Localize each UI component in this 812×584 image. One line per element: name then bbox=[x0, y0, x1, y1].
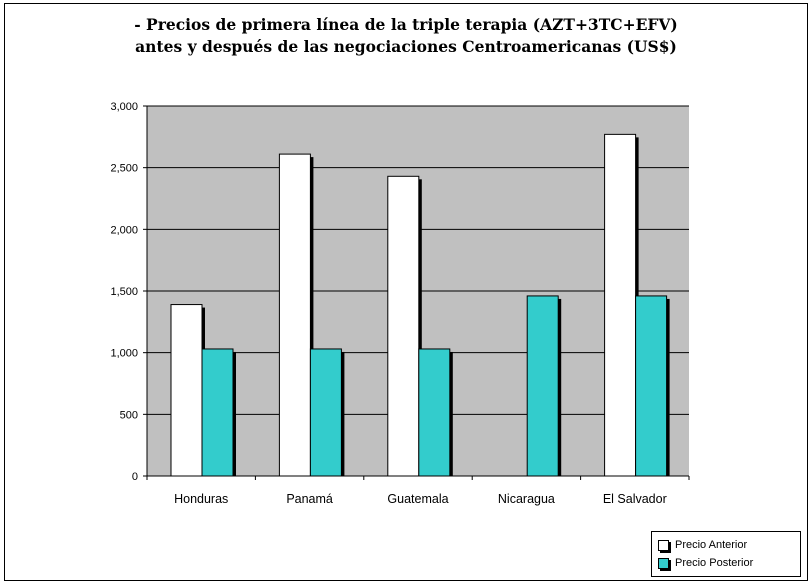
legend-item-precio-anterior: Precio Anterior bbox=[658, 538, 747, 552]
x-tick-label: El Salvador bbox=[603, 492, 667, 506]
y-tick-label: 1,000 bbox=[110, 348, 138, 360]
bar-precio-anterior bbox=[278, 153, 311, 477]
chart-title-line-1: - Precios de primera línea de la triple … bbox=[134, 15, 678, 34]
y-tick-label: 1,500 bbox=[110, 286, 138, 298]
y-tick-label: 2,000 bbox=[110, 224, 138, 236]
y-tick-label: 2,500 bbox=[110, 163, 138, 175]
legend-label-precio-posterior: Precio Posterior bbox=[675, 557, 754, 569]
legend: Precio Anterior Precio Posterior bbox=[651, 531, 801, 577]
legend-swatch-precio-anterior bbox=[658, 539, 669, 551]
bar-precio-anterior bbox=[604, 133, 637, 477]
bar-precio-anterior bbox=[170, 304, 203, 477]
chart-title: - Precios de primera línea de la triple … bbox=[0, 14, 812, 58]
bar-precio-anterior bbox=[387, 175, 420, 477]
x-tick-label: Nicaragua bbox=[498, 492, 555, 506]
legend-item-precio-posterior: Precio Posterior bbox=[658, 556, 753, 570]
y-tick-label: 3,000 bbox=[110, 101, 138, 113]
bar-precio-posterior bbox=[201, 348, 234, 477]
bar-precio-posterior bbox=[418, 348, 451, 477]
legend-label-precio-anterior: Precio Anterior bbox=[675, 539, 748, 551]
y-tick-label: 500 bbox=[120, 409, 138, 421]
chart-title-line-2: antes y después de las negociaciones Cen… bbox=[135, 37, 677, 56]
x-tick-label: Panamá bbox=[286, 492, 333, 506]
legend-swatch-precio-posterior bbox=[658, 557, 669, 569]
bar-precio-posterior bbox=[526, 295, 559, 477]
bar-precio-posterior bbox=[635, 295, 668, 477]
x-tick-label: Honduras bbox=[174, 492, 228, 506]
bar-precio-posterior bbox=[309, 348, 342, 477]
y-tick-label: 0 bbox=[132, 471, 138, 483]
x-tick-label: Guatemala bbox=[387, 492, 448, 506]
